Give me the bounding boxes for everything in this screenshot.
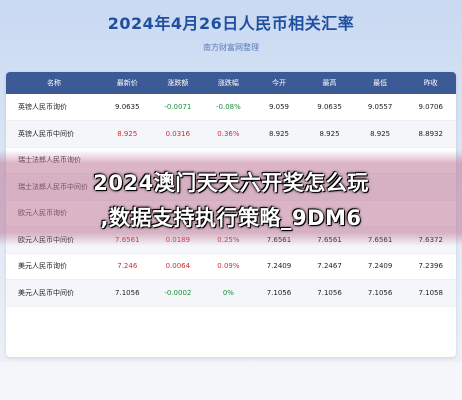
change-cell: 0.0316 (152, 120, 204, 148)
pct-cell: 0.36% (203, 120, 254, 148)
prev-cell: 7.1058 (405, 279, 456, 307)
high-cell: 9.0635 (304, 94, 355, 121)
pct-cell: 0.09% (203, 253, 254, 280)
pct-cell: -0.08% (203, 94, 254, 121)
table-row: 美元人民币询价 7.246 0.0064 0.09% 7.2409 7.2467 7.240… (6, 253, 456, 280)
low-cell: 8.925 (354, 120, 406, 148)
change-cell: -0.0071 (152, 94, 204, 121)
col-header-pct: 涨跌幅 (217, 79, 239, 87)
currency-name-cell: 美元人民币中间价 (6, 279, 102, 307)
latest-cell: 7.1056 (102, 279, 153, 307)
latest-cell: 9.0635 (102, 94, 153, 121)
col-header-high: 最高 (322, 79, 337, 87)
open-cell: 9.059 (253, 94, 305, 121)
bottom-bar (0, 362, 462, 400)
low-cell: 7.1056 (354, 279, 406, 307)
low-cell: 7.2409 (354, 253, 406, 280)
prev-cell: 8.8932 (405, 120, 456, 148)
change-cell: -0.0002 (152, 279, 204, 307)
open-cell: 7.1056 (253, 279, 305, 307)
table-row: 英镑人民币中间价 8.925 0.0316 0.36% 8.925 8.925 8.925 8… (6, 120, 456, 148)
pct-cell: 0% (203, 279, 254, 307)
col-header-prev: 昨收 (423, 79, 438, 87)
table-row: 英镑人民币询价 9.0635 -0.0071 -0.08% 9.059 9.0635 9.0… (6, 94, 456, 121)
page-title: 2024年4月26日人民币相关汇率 (107, 14, 355, 33)
currency-name-cell: 英镑人民币中间价 (6, 120, 102, 148)
prev-cell: 9.0706 (405, 94, 456, 121)
open-cell: 8.925 (253, 120, 305, 148)
table-header-row: 名称 最新价 涨跌额 涨跌幅 今开 最高 最低 昨收 (6, 72, 456, 94)
currency-name-cell: 美元人民币询价 (6, 253, 102, 280)
low-cell: 9.0557 (354, 94, 406, 121)
headline-line-2: ,数据支持执行策略_9DM6 (100, 206, 362, 230)
currency-name-cell: 英镑人民币询价 (6, 94, 102, 121)
prev-cell: 7.2396 (405, 253, 456, 280)
table-row: 美元人民币中间价 7.1056 -0.0002 0% 7.1056 7.1056 7.105… (6, 279, 456, 307)
latest-cell: 8.925 (102, 120, 153, 148)
headline-overlay-band (0, 150, 462, 246)
high-cell: 7.1056 (304, 279, 355, 307)
col-header-latest: 最新价 (116, 79, 138, 87)
page-subtitle: 南方财富网整理 (203, 43, 259, 52)
latest-cell: 7.246 (102, 253, 153, 280)
col-header-change: 涨跌额 (167, 79, 189, 87)
col-header-name: 名称 (47, 79, 61, 87)
col-header-open: 今开 (271, 79, 286, 87)
open-cell: 7.2409 (253, 253, 305, 280)
headline-line-1: 2024澳门天天六开奖怎么玩 (93, 171, 369, 195)
col-header-low: 最低 (373, 79, 388, 87)
high-cell: 7.2467 (304, 253, 355, 280)
change-cell: 0.0064 (152, 253, 204, 280)
high-cell: 8.925 (304, 120, 355, 148)
